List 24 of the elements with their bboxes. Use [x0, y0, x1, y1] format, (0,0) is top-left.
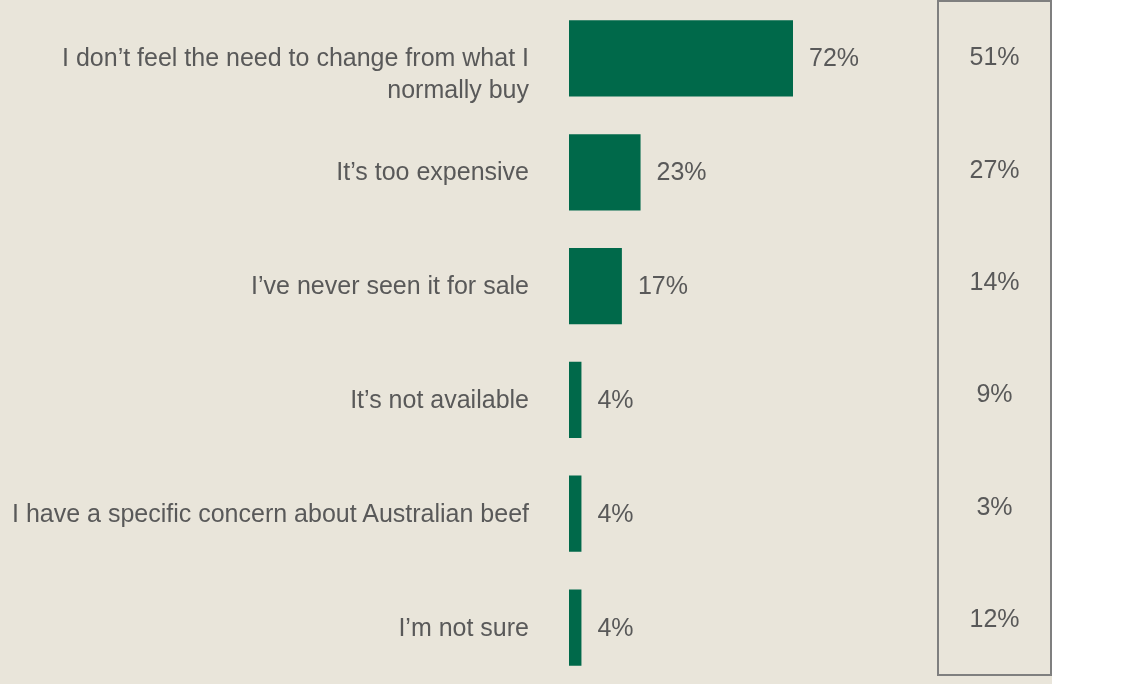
data-label: 12%	[969, 603, 1020, 632]
y-tick-label: I’m not sure	[398, 612, 529, 641]
bar	[569, 20, 793, 97]
data-label: 4%	[597, 384, 634, 413]
y-tick-label: I’ve never seen it for sale	[251, 271, 529, 300]
data-label: 3%	[976, 491, 1013, 520]
data-label: 14%	[969, 266, 1020, 295]
bar	[569, 475, 582, 552]
bar	[569, 247, 622, 325]
data-label: 72%	[809, 43, 860, 72]
data-label: 9%	[976, 379, 1013, 408]
bar	[569, 361, 582, 439]
y-tick-label: It’s not available	[350, 384, 529, 413]
data-label: 51%	[969, 42, 1020, 71]
data-label: 23%	[656, 157, 707, 186]
data-label: 4%	[597, 612, 634, 641]
bar	[569, 134, 641, 211]
y-tick-label: I don’t feel the need to change from what I normally buy	[62, 43, 530, 104]
data-label: 4%	[597, 498, 634, 527]
bar	[569, 589, 582, 666]
data-label: 17%	[637, 271, 688, 300]
y-tick-label: I have a specific concern about Australian beef	[12, 498, 530, 527]
y-tick-label: It’s too expensive	[336, 157, 529, 186]
data-label: 27%	[969, 154, 1020, 183]
